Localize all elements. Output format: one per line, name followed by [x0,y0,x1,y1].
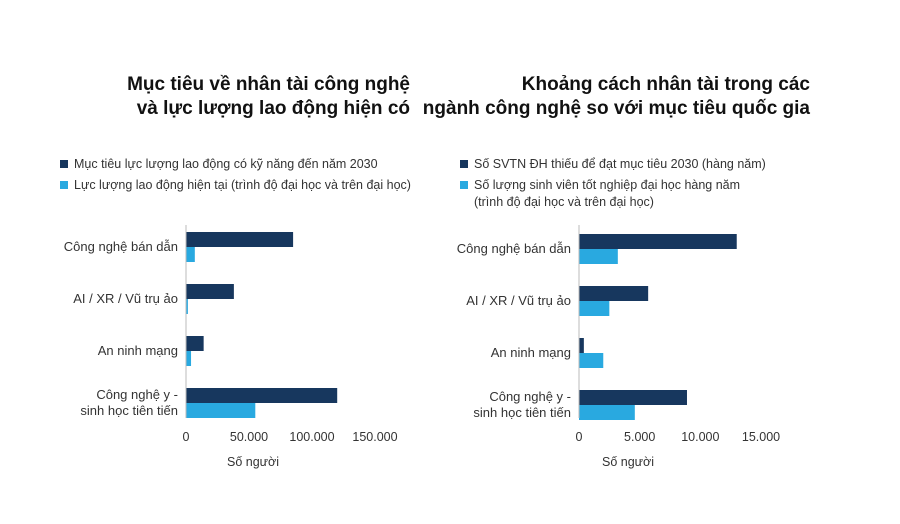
category-label: An ninh mạng [491,345,571,360]
bar-dark-2 [579,338,584,353]
bar-light-1 [579,301,610,316]
category-label: Công nghệ y - [489,389,571,404]
bar-dark-0 [579,234,737,249]
category-label: sinh học tiên tiến [473,405,571,420]
bar-chart-workforce-targets: Công nghệ bán dẫn AI / XR / Vũ trụ ảo An n… [64,225,398,469]
category-label: Công nghệ y - [96,387,178,402]
x-tick-label: 10.000 [681,430,719,444]
chart-legend: Mục tiêu lực lượng lao động có kỹ năng đ… [60,156,411,198]
bar-light-3 [579,405,635,420]
legend-label-line-1: Số lượng sinh viên tốt nghiệp đại học hà… [474,178,741,192]
legend-label: Số SVTN ĐH thiếu để đạt mục tiêu 2030 (h… [474,157,766,171]
legend-item-graduates: Số lượng sinh viên tốt nghiệp đại học hà… [460,177,766,211]
bar-dark-3 [186,388,338,403]
x-tick-label: 50.000 [230,430,268,444]
chart-panel-workforce-targets: Mục tiêu về nhân tài công nghệ và lực lư… [0,0,440,524]
bar-dark-2 [186,336,204,351]
bar-chart-talent-gap: Công nghệ bán dẫn AI / XR / Vũ trụ ảo An n… [457,225,780,469]
legend-item-shortfall: Số SVTN ĐH thiếu để đạt mục tiêu 2030 (h… [460,156,766,173]
x-tick-label: 150.000 [352,430,397,444]
bar-light-1 [186,299,188,314]
legend-item-target: Mục tiêu lực lượng lao động có kỹ năng đ… [60,156,411,173]
category-label: AI / XR / Vũ trụ ảo [466,293,571,308]
x-tick-label: 15.000 [742,430,780,444]
bar-light-2 [579,353,604,368]
legend-label: Mục tiêu lực lượng lao động có kỹ năng đ… [74,157,378,171]
chart-title: Mục tiêu về nhân tài công nghệ và lực lư… [127,73,410,121]
legend-swatch-dark [460,160,468,168]
chart-legend: Số SVTN ĐH thiếu để đạt mục tiêu 2030 (h… [460,156,766,215]
category-label: Công nghệ bán dẫn [64,239,178,254]
bar-dark-1 [579,286,649,301]
category-label: sinh học tiên tiến [80,403,178,418]
chart-title-line-2: và lực lượng lao động hiện có [136,98,410,119]
x-axis-label: Số người [602,455,654,469]
x-tick-label: 0 [183,430,190,444]
bar-dark-1 [186,284,234,299]
legend-swatch-dark [60,160,68,168]
chart-title-line-1: Khoảng cách nhân tài trong các [521,74,810,95]
chart-panel-talent-gap: Khoảng cách nhân tài trong các ngành côn… [423,0,900,524]
bar-light-2 [186,351,192,366]
legend-label: Lực lượng lao động hiện tại (trình độ đạ… [74,178,411,192]
chart-title-line-1: Mục tiêu về nhân tài công nghệ [127,74,410,95]
x-tick-label: 5.000 [624,430,655,444]
bar-light-0 [186,247,195,262]
x-axis-label: Số người [227,455,279,469]
bar-dark-0 [186,232,294,247]
chart-title-line-2: ngành công nghệ so với mục tiêu quốc gia [422,98,810,119]
x-tick-label: 100.000 [289,430,334,444]
category-label: Công nghệ bán dẫn [457,241,571,256]
category-label: An ninh mạng [98,343,178,358]
chart-title: Khoảng cách nhân tài trong các ngành côn… [423,73,810,121]
x-tick-label: 0 [576,430,583,444]
legend-swatch-light [60,181,68,189]
bar-dark-3 [579,390,687,405]
bar-light-3 [186,403,256,418]
legend-item-current: Lực lượng lao động hiện tại (trình độ đạ… [60,177,411,194]
category-label: AI / XR / Vũ trụ ảo [73,291,178,306]
bar-light-0 [579,249,618,264]
legend-swatch-light [460,181,468,189]
legend-label-line-2: (trình độ đại học và trên đại học) [474,195,654,209]
